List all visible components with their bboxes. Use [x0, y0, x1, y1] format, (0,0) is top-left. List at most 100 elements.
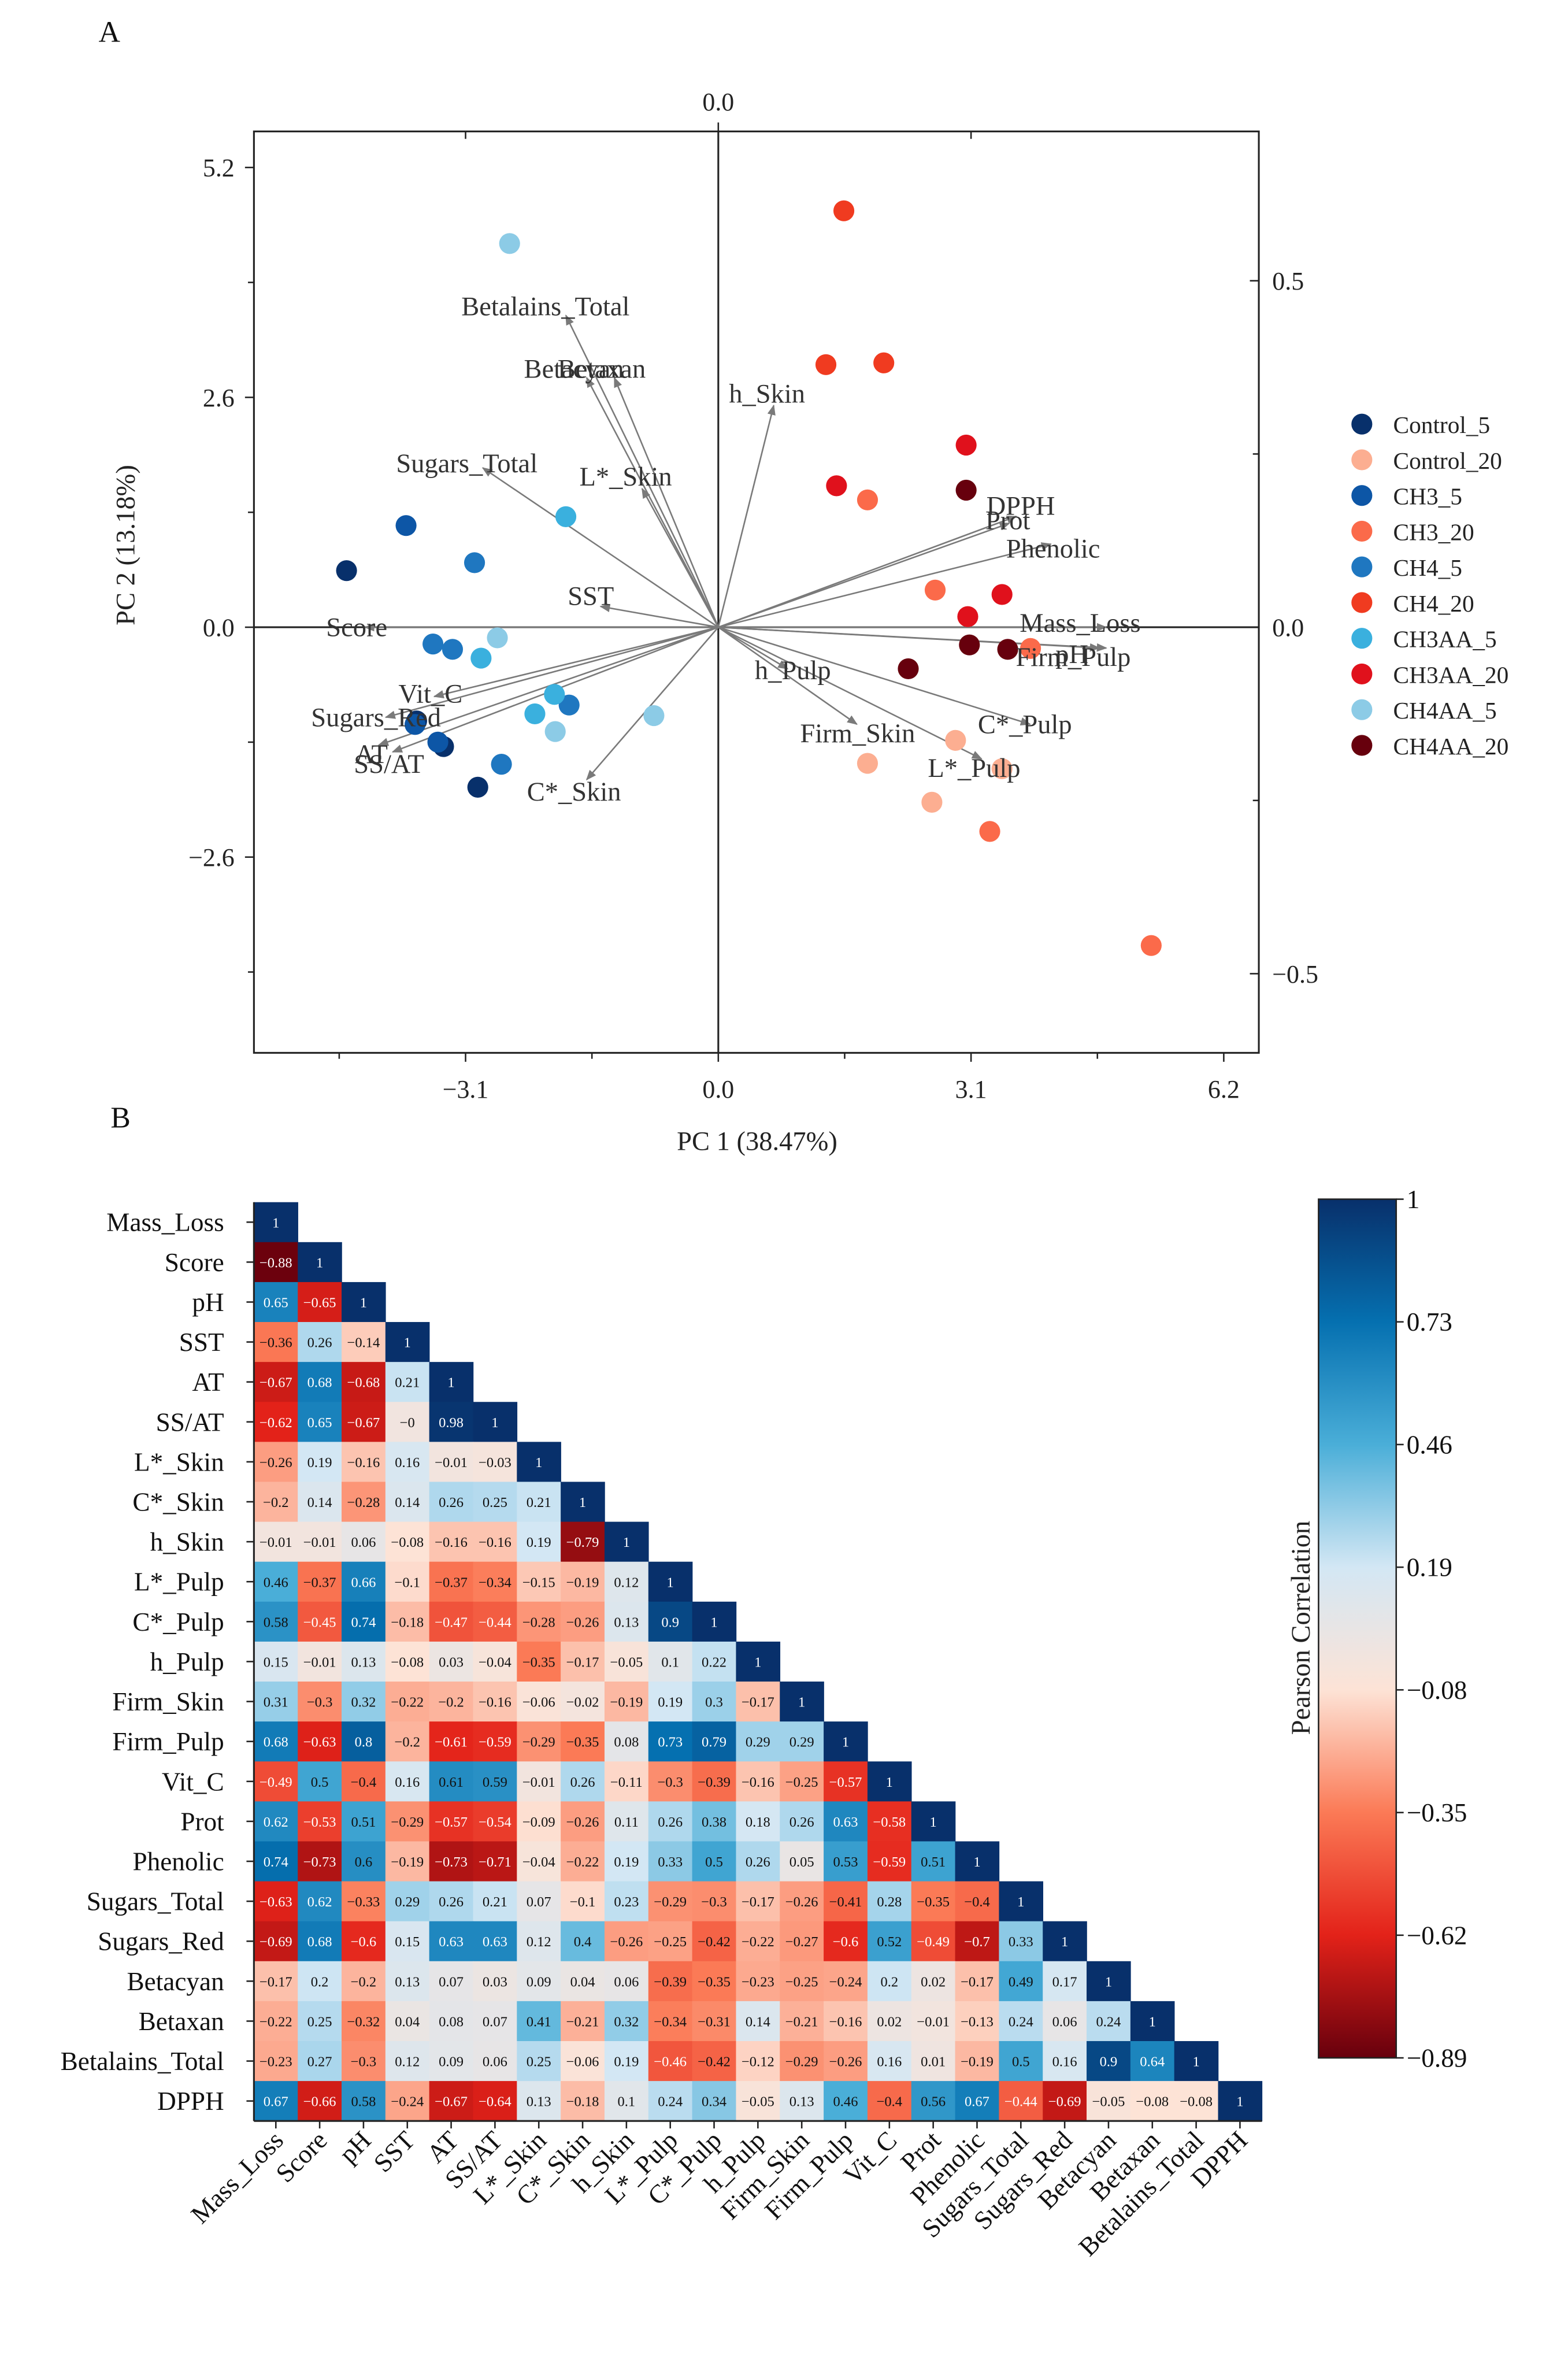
heatmap-cell	[692, 1721, 737, 1762]
heatmap-cell	[517, 1682, 561, 1722]
cell-value: 0.27	[307, 2054, 332, 2070]
heatmap-cell	[780, 1721, 824, 1762]
heatmap-cell	[517, 1881, 561, 1922]
cell-value: 0.12	[614, 1575, 639, 1590]
heatmap-cell	[298, 1242, 342, 1283]
cell-value: 0.24	[1096, 2014, 1121, 2030]
cell-value: 0.1	[661, 1654, 679, 1670]
legend-label: CH3AA_5	[1393, 626, 1497, 653]
cell-value: −0.65	[303, 1295, 336, 1311]
cell-value: −0.63	[260, 1894, 292, 1910]
cell-value: −0.68	[347, 1375, 380, 1391]
cell-value: −0.15	[522, 1575, 555, 1590]
cell-value: 0.63	[483, 1934, 507, 1950]
cell-value: −0.4	[964, 1894, 990, 1910]
heatmap-cell	[867, 2001, 912, 2042]
cell-value: −0.61	[435, 1735, 468, 1750]
row-label: Betacyan	[127, 1967, 224, 1996]
legend-marker	[1351, 628, 1373, 649]
cell-value: −0.08	[1136, 2094, 1169, 2110]
loading-arrow	[481, 467, 719, 628]
cell-value: 0.16	[877, 2054, 902, 2070]
heatmap-cell	[736, 2001, 781, 2042]
heatmap-cell	[429, 1841, 474, 1882]
heatmap-cell	[473, 1721, 518, 1762]
heatmap-cell	[955, 1921, 1000, 1962]
heatmap-cell	[1174, 2081, 1219, 2121]
cell-value: 0.68	[264, 1735, 288, 1750]
cell-value: 0.46	[833, 2094, 858, 2110]
heatmap-cell	[604, 1801, 649, 1842]
score-point	[544, 721, 566, 742]
cell-value: −0.44	[479, 1614, 511, 1630]
heatmap-cell	[780, 1761, 824, 1802]
heatmap-cell	[298, 1641, 342, 1682]
correlation-heatmap: 1 −0.88 1 0.65 −0.65 1 −0.36 0.26 −0.14 1 −0.67 0.6…	[61, 1185, 1467, 2262]
score-point	[1020, 638, 1041, 659]
heatmap-cell	[385, 2081, 430, 2121]
heatmap-cell	[429, 1801, 474, 1842]
cell-value: −0.04	[479, 1654, 511, 1670]
cell-value: 0.26	[439, 1894, 464, 1910]
heatmap-cell	[429, 1721, 474, 1762]
heatmap-cell	[780, 1881, 824, 1922]
cell-value: 0.9	[661, 1614, 679, 1630]
heatmap-cell	[473, 1482, 518, 1523]
loading-label: Sugars_Total	[396, 449, 538, 479]
cell-value: −0.37	[303, 1575, 336, 1590]
cell-value: 0.26	[746, 1854, 770, 1870]
cell-value: −0.03	[479, 1455, 511, 1471]
heatmap-cell	[867, 2041, 912, 2082]
heatmap-cell	[342, 1402, 386, 1443]
cell-value: 0.03	[483, 1974, 507, 1990]
loading-label: AT	[355, 740, 388, 769]
loading-label: h_Skin	[729, 379, 805, 409]
heatmap-cell	[867, 1921, 912, 1962]
loading-label: SST	[568, 582, 614, 612]
cell-value: −0.16	[829, 2014, 862, 2030]
cell-value: 0.28	[877, 1894, 902, 1910]
cell-value: −0.02	[566, 1695, 599, 1710]
cell-value: 0.79	[702, 1735, 726, 1750]
cell-value: 0.3	[705, 1695, 723, 1710]
loading-label: C*_Skin	[527, 777, 621, 807]
legend-marker	[1351, 556, 1373, 577]
heatmap-cell	[517, 1482, 561, 1523]
row-label: L*_Pulp	[134, 1568, 224, 1597]
cell-value: −0.08	[391, 1654, 424, 1670]
cell-value: 0.01	[921, 2054, 946, 2070]
cell-value: 0.18	[746, 1814, 770, 1830]
heatmap-cell	[342, 1801, 386, 1842]
score-point	[815, 354, 837, 375]
cell-value: −0.22	[391, 1695, 424, 1710]
heatmap-cell	[824, 1801, 868, 1842]
cell-value: 1	[316, 1255, 323, 1271]
heatmap-cell	[824, 1841, 868, 1882]
score-point	[491, 754, 512, 775]
cell-value: 0.2	[880, 1974, 898, 1990]
cell-value: −0.73	[303, 1854, 336, 1870]
cell-value: 0.29	[789, 1735, 814, 1750]
heatmap-cell	[780, 2001, 824, 2042]
heatmap-cell	[517, 2081, 561, 2121]
cell-value: 0.23	[614, 1894, 639, 1910]
cell-value: −0.22	[260, 2014, 292, 2030]
heatmap-cell	[999, 1961, 1043, 2002]
heatmap-cell	[955, 2001, 1000, 2042]
y-tick-label: 5.2	[203, 154, 235, 182]
heatmap-cell	[604, 1761, 649, 1802]
cell-value: −0	[400, 1415, 415, 1431]
heatmap-cell	[1043, 1961, 1087, 2002]
heatmap-cell	[298, 2001, 342, 2042]
cell-value: 1	[1061, 1934, 1068, 1950]
colorbar-tick-label: 0.19	[1407, 1553, 1452, 1582]
score-point	[921, 791, 943, 813]
heatmap-cell	[824, 2081, 868, 2121]
heatmap-cell	[999, 2001, 1043, 2042]
cell-value: −0.18	[566, 2094, 599, 2110]
row-label: L*_Skin	[134, 1447, 224, 1476]
colorbar-bar	[1318, 1198, 1398, 2059]
row-label: Phenolic	[132, 1847, 224, 1876]
score-point	[991, 758, 1013, 779]
